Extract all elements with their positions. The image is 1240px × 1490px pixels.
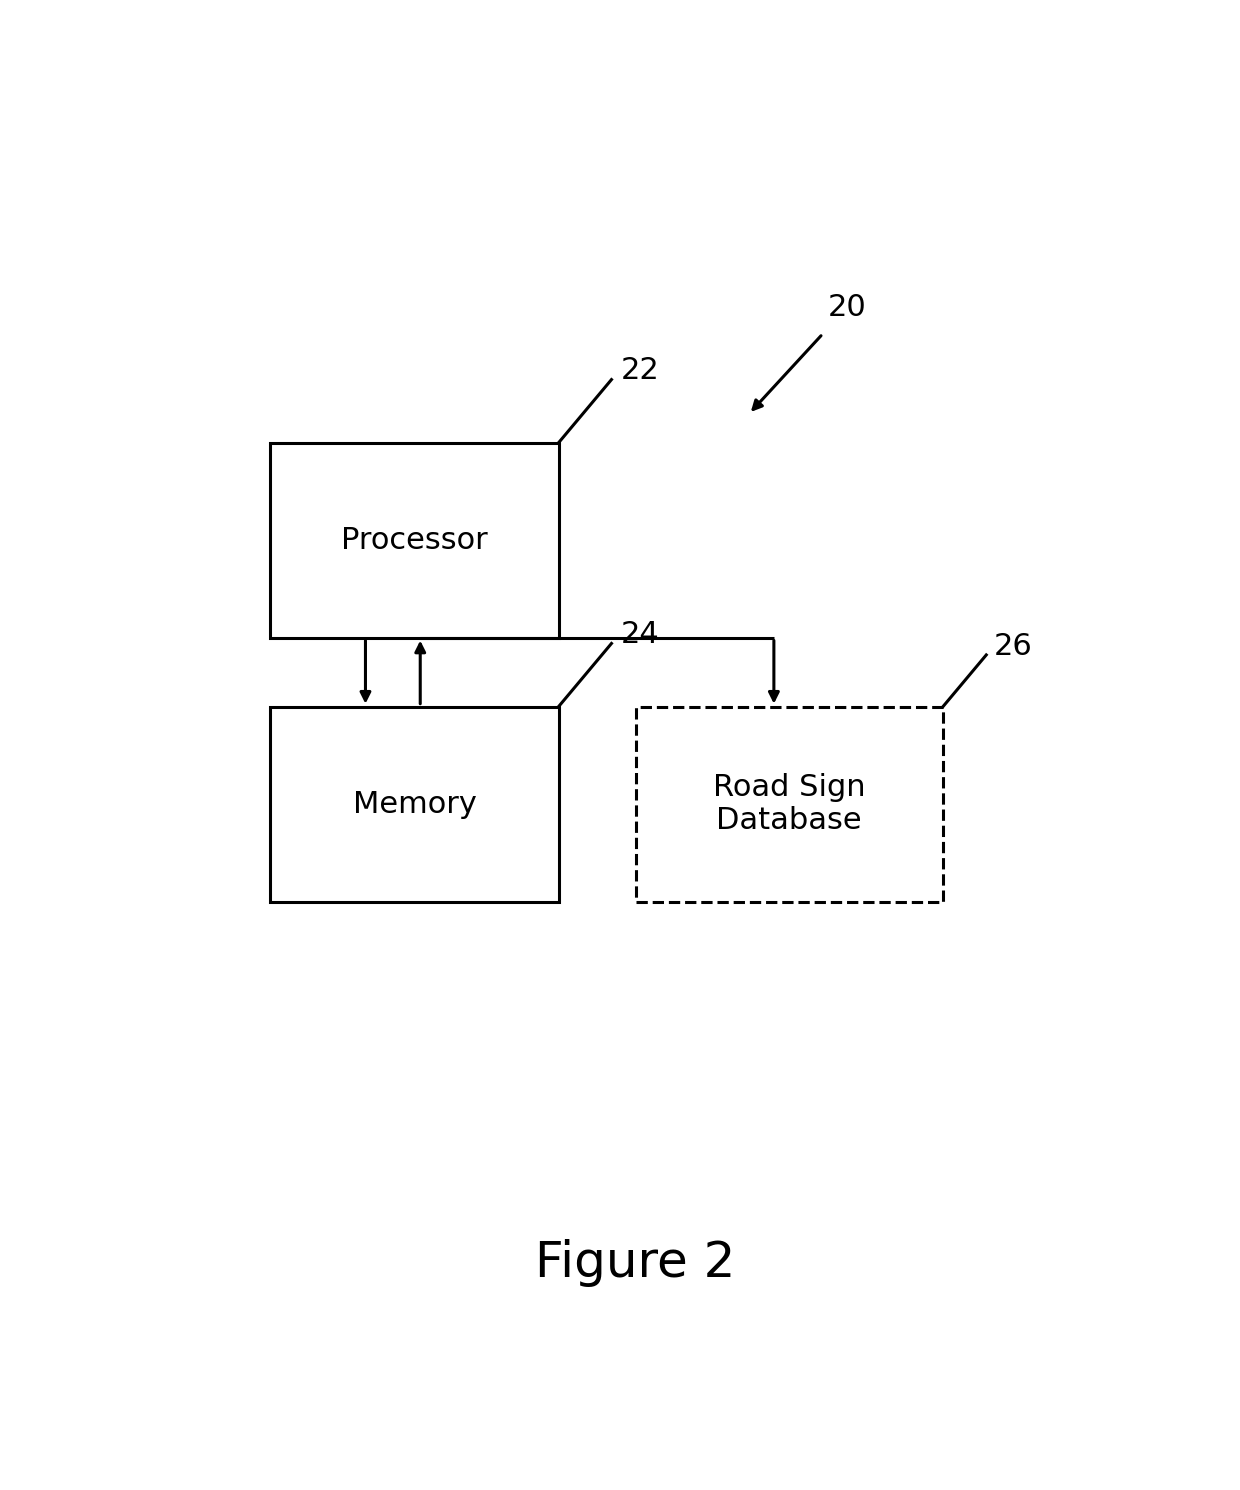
- Bar: [270, 706, 558, 901]
- Bar: [270, 443, 558, 638]
- Text: 24: 24: [621, 620, 660, 650]
- Text: 20: 20: [828, 294, 867, 322]
- Text: Figure 2: Figure 2: [536, 1240, 735, 1287]
- Text: Road Sign
Database: Road Sign Database: [713, 773, 866, 836]
- Text: 26: 26: [994, 632, 1033, 660]
- Text: Memory: Memory: [352, 790, 476, 818]
- Text: Processor: Processor: [341, 526, 487, 554]
- Bar: [635, 706, 942, 901]
- Text: 22: 22: [621, 356, 660, 386]
